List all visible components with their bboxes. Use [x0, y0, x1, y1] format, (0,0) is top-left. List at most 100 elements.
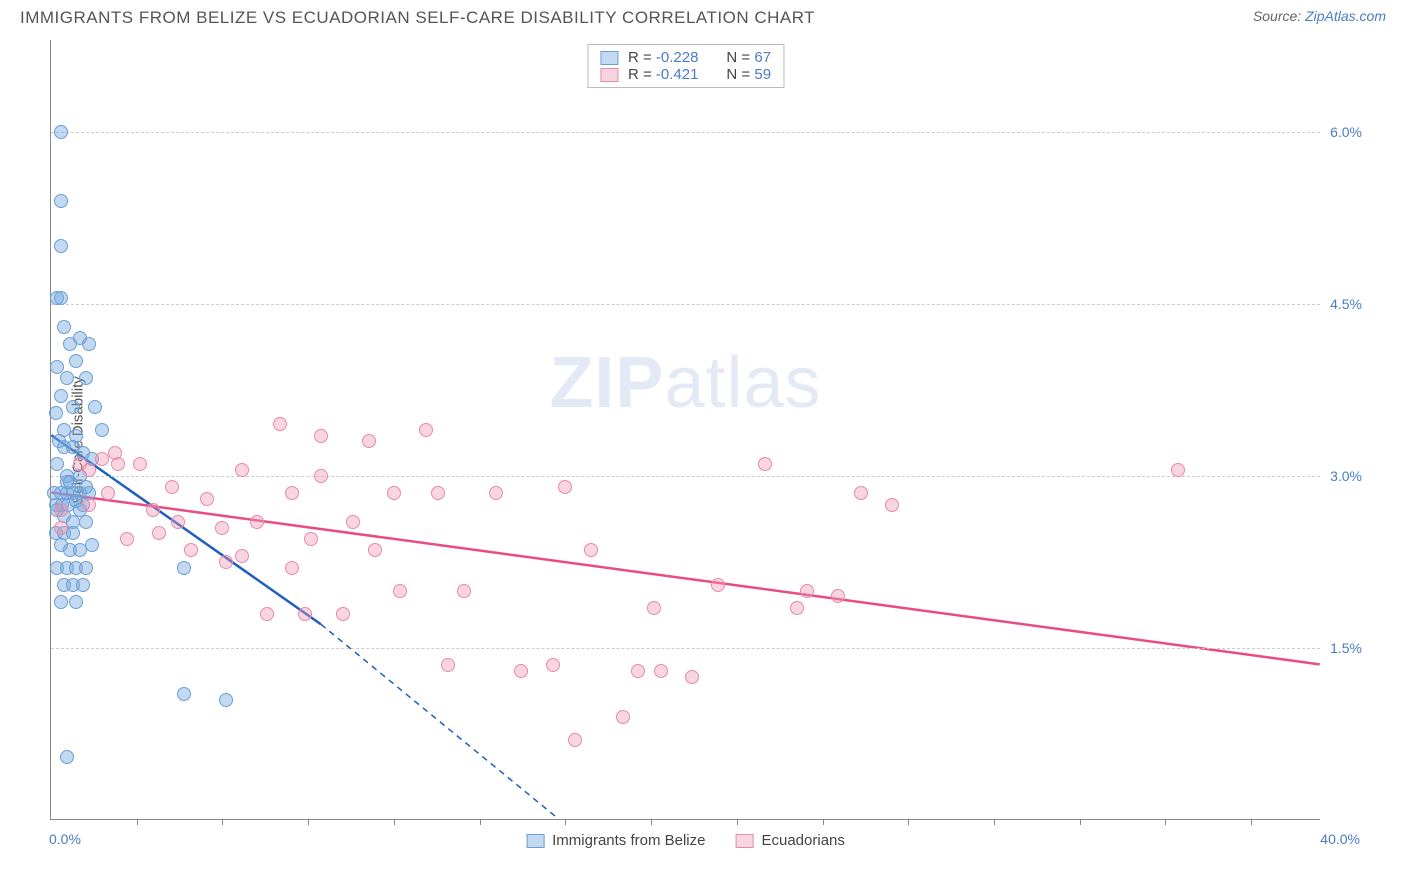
- scatter-point: [60, 371, 74, 385]
- scatter-point: [273, 417, 287, 431]
- scatter-point: [60, 750, 74, 764]
- scatter-point: [1171, 463, 1185, 477]
- scatter-point: [419, 423, 433, 437]
- swatch-series-1: [600, 68, 618, 82]
- scatter-point: [85, 538, 99, 552]
- scatter-point: [146, 503, 160, 517]
- stats-row-0: R = -0.228 N = 67: [600, 49, 771, 66]
- r-value-1: -0.421: [656, 66, 699, 83]
- n-value-0: 67: [754, 49, 771, 66]
- xtick: [222, 819, 223, 825]
- scatter-point: [76, 578, 90, 592]
- n-value-1: 59: [754, 66, 771, 83]
- watermark: ZIPatlas: [549, 342, 821, 424]
- legend-swatch-1: [735, 834, 753, 848]
- scatter-point: [111, 457, 125, 471]
- scatter-point: [790, 601, 804, 615]
- xtick: [1165, 819, 1166, 825]
- scatter-point: [219, 555, 233, 569]
- scatter-point: [250, 515, 264, 529]
- watermark-light: atlas: [664, 343, 821, 423]
- gridline: [51, 132, 1320, 133]
- xtick: [308, 819, 309, 825]
- n-label-0: N =: [726, 49, 754, 66]
- legend-item-1: Ecuadorians: [735, 832, 844, 849]
- scatter-point: [54, 291, 68, 305]
- scatter-point: [831, 589, 845, 603]
- scatter-point: [88, 400, 102, 414]
- scatter-point: [546, 658, 560, 672]
- scatter-point: [854, 486, 868, 500]
- scatter-point: [177, 561, 191, 575]
- scatter-point: [260, 607, 274, 621]
- chart-container: Self-Care Disability ZIPatlas R = -0.228…: [50, 40, 1360, 840]
- scatter-point: [200, 492, 214, 506]
- scatter-point: [489, 486, 503, 500]
- scatter-point: [66, 526, 80, 540]
- scatter-point: [314, 429, 328, 443]
- source-link[interactable]: ZipAtlas.com: [1305, 8, 1386, 24]
- scatter-point: [800, 584, 814, 598]
- scatter-point: [54, 125, 68, 139]
- scatter-point: [54, 389, 68, 403]
- scatter-point: [79, 480, 93, 494]
- scatter-point: [95, 423, 109, 437]
- ytick-label: 1.5%: [1330, 640, 1362, 656]
- r-value-0: -0.228: [656, 49, 699, 66]
- stats-row-1: R = -0.421 N = 59: [600, 66, 771, 83]
- ytick-label: 6.0%: [1330, 124, 1362, 140]
- scatter-point: [52, 434, 66, 448]
- legend-swatch-0: [526, 834, 544, 848]
- plot-area: ZIPatlas R = -0.228 N = 67 R = -0.421 N …: [50, 40, 1320, 820]
- stats-legend: R = -0.228 N = 67 R = -0.421 N = 59: [587, 44, 784, 88]
- source-prefix: Source:: [1253, 8, 1305, 24]
- chart-title: IMMIGRANTS FROM BELIZE VS ECUADORIAN SEL…: [20, 8, 815, 28]
- scatter-point: [171, 515, 185, 529]
- scatter-point: [101, 486, 115, 500]
- scatter-point: [54, 521, 68, 535]
- scatter-point: [616, 710, 630, 724]
- scatter-point: [362, 434, 376, 448]
- scatter-point: [54, 194, 68, 208]
- scatter-point: [285, 486, 299, 500]
- ytick-label: 4.5%: [1330, 296, 1362, 312]
- scatter-point: [314, 469, 328, 483]
- watermark-bold: ZIP: [549, 343, 664, 423]
- scatter-point: [152, 526, 166, 540]
- scatter-point: [215, 521, 229, 535]
- xtick: [480, 819, 481, 825]
- scatter-point: [711, 578, 725, 592]
- scatter-point: [69, 595, 83, 609]
- xtick: [651, 819, 652, 825]
- swatch-series-0: [600, 51, 618, 65]
- scatter-point: [69, 354, 83, 368]
- scatter-point: [631, 664, 645, 678]
- scatter-point: [79, 561, 93, 575]
- trendlines-svg: [51, 40, 1320, 819]
- gridline: [51, 304, 1320, 305]
- scatter-point: [304, 532, 318, 546]
- scatter-point: [54, 503, 68, 517]
- xtick: [137, 819, 138, 825]
- bottom-legend: Immigrants from Belize Ecuadorians: [526, 832, 845, 849]
- legend-label-0: Immigrants from Belize: [552, 832, 705, 849]
- scatter-point: [63, 475, 77, 489]
- scatter-point: [441, 658, 455, 672]
- source-attribution: Source: ZipAtlas.com: [1253, 8, 1386, 24]
- scatter-point: [54, 595, 68, 609]
- scatter-point: [393, 584, 407, 598]
- xtick: [908, 819, 909, 825]
- scatter-point: [647, 601, 661, 615]
- scatter-point: [235, 549, 249, 563]
- scatter-point: [285, 561, 299, 575]
- scatter-point: [49, 406, 63, 420]
- scatter-point: [57, 320, 71, 334]
- scatter-point: [514, 664, 528, 678]
- scatter-point: [82, 498, 96, 512]
- ytick-label: 3.0%: [1330, 468, 1362, 484]
- scatter-point: [133, 457, 147, 471]
- scatter-point: [654, 664, 668, 678]
- scatter-point: [184, 543, 198, 557]
- scatter-point: [685, 670, 699, 684]
- scatter-point: [219, 693, 233, 707]
